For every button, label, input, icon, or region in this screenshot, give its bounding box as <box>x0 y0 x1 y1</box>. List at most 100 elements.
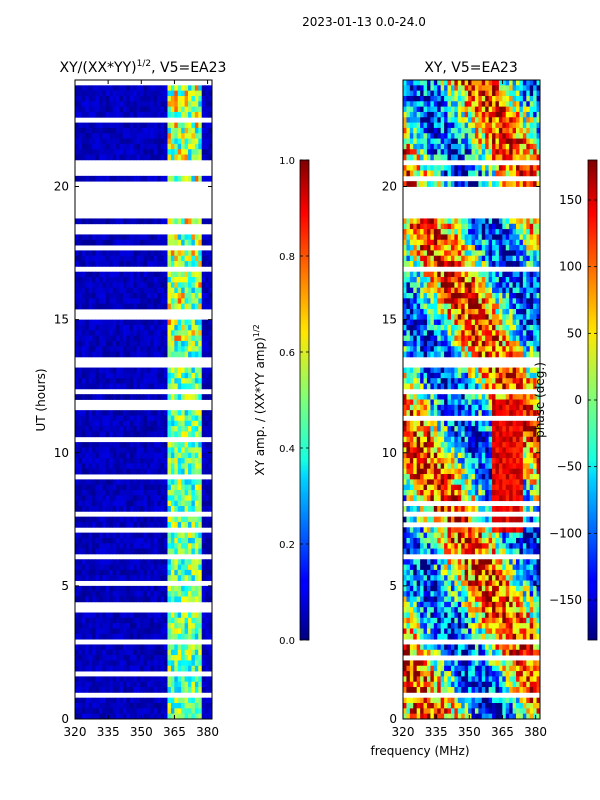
heat-cell <box>498 287 503 294</box>
heat-cell <box>122 452 127 459</box>
heat-cell <box>208 133 212 139</box>
heat-cell <box>119 293 124 299</box>
heat-cell <box>426 303 431 310</box>
heat-cell <box>516 298 520 305</box>
heat-cell <box>198 378 203 384</box>
heat-cell <box>174 85 179 92</box>
heat-cell <box>191 548 196 555</box>
heat-cell <box>133 383 138 390</box>
heat-cell <box>191 655 196 661</box>
heat-cell <box>444 319 448 326</box>
heat-cell <box>174 532 179 539</box>
heat-cell <box>102 644 107 651</box>
heat-cell <box>136 463 141 470</box>
heat-cell <box>457 245 462 251</box>
heat-cell <box>519 308 524 315</box>
heat-cell <box>92 569 96 576</box>
heat-cell <box>143 85 148 92</box>
heat-cell <box>129 218 134 225</box>
heat-cell <box>413 111 418 118</box>
heat-cell <box>440 95 445 102</box>
heat-cell <box>464 255 469 262</box>
heat-cell <box>157 713 162 719</box>
heat-cell <box>481 95 486 102</box>
heat-cell <box>433 218 438 225</box>
heat-cell <box>519 319 524 326</box>
heat-cell <box>205 633 209 640</box>
heat-cell <box>526 117 531 123</box>
heat-cell <box>526 277 531 283</box>
heat-cell <box>95 687 100 693</box>
heat-cell <box>153 335 158 342</box>
heat-cell <box>198 351 203 358</box>
heat-cell <box>112 367 117 374</box>
heat-cell <box>406 170 411 177</box>
heat-cell <box>409 149 414 155</box>
heat-cell <box>167 426 172 432</box>
heat-cell <box>105 111 110 118</box>
heat-cell <box>420 80 424 86</box>
heat-cell <box>505 261 510 267</box>
heat-cell <box>116 378 120 384</box>
heat-cell <box>413 314 418 321</box>
heat-cell <box>81 687 86 693</box>
heat-cell <box>426 314 431 321</box>
heat-cell <box>174 101 179 108</box>
heat-cell <box>136 665 141 672</box>
heat-cell <box>433 122 438 129</box>
heat-cell <box>78 569 83 576</box>
heat-cell <box>119 277 124 283</box>
heat-cell <box>75 277 79 283</box>
heat-cell <box>126 415 131 422</box>
heat-cell <box>208 282 212 289</box>
heat-cell <box>529 255 534 262</box>
heat-cell <box>85 591 90 597</box>
heat-cell <box>102 596 107 603</box>
heat-cell <box>167 537 172 544</box>
heat-cell <box>174 458 179 464</box>
heat-cell <box>474 122 479 129</box>
heat-cell <box>529 250 534 257</box>
heat-cell <box>516 165 520 171</box>
heat-cell <box>205 335 209 342</box>
heat-cell <box>129 569 134 576</box>
heat-cell <box>423 127 428 134</box>
heat-cell <box>495 143 500 150</box>
heat-cell <box>122 548 127 555</box>
heat-cell <box>488 133 493 139</box>
heat-cell <box>102 378 107 384</box>
heat-cell <box>198 596 203 603</box>
heat-cell <box>184 90 189 97</box>
heat-cell <box>88 372 93 379</box>
heat-cell <box>533 181 537 187</box>
heat-cell <box>177 543 182 549</box>
heat-cell <box>205 665 209 672</box>
heat-cell <box>75 298 79 305</box>
heat-cell <box>201 564 206 571</box>
heat-cell <box>167 665 172 672</box>
heat-cell <box>519 165 524 171</box>
heat-cell <box>88 612 93 619</box>
heat-cell <box>194 660 199 667</box>
heat-cell <box>447 261 452 267</box>
heat-cell <box>505 308 510 315</box>
heat-cell <box>440 239 445 246</box>
heat-cell <box>126 703 131 709</box>
heat-cell <box>522 154 527 161</box>
heat-cell <box>502 314 507 321</box>
heat-cell <box>98 218 103 225</box>
heat-cell <box>174 351 179 358</box>
heat-cell <box>188 628 192 635</box>
heat-cell <box>468 303 472 310</box>
heat-cell <box>457 277 462 283</box>
heat-cell <box>495 261 500 267</box>
heat-cell <box>164 442 168 448</box>
heat-cell <box>153 596 158 603</box>
heat-cell <box>191 106 196 113</box>
heat-cell <box>95 569 100 576</box>
heat-cell <box>208 420 212 427</box>
heat-cell <box>143 479 148 486</box>
heat-cell <box>522 223 527 230</box>
heat-cell <box>164 271 168 278</box>
heat-cell <box>512 106 517 113</box>
